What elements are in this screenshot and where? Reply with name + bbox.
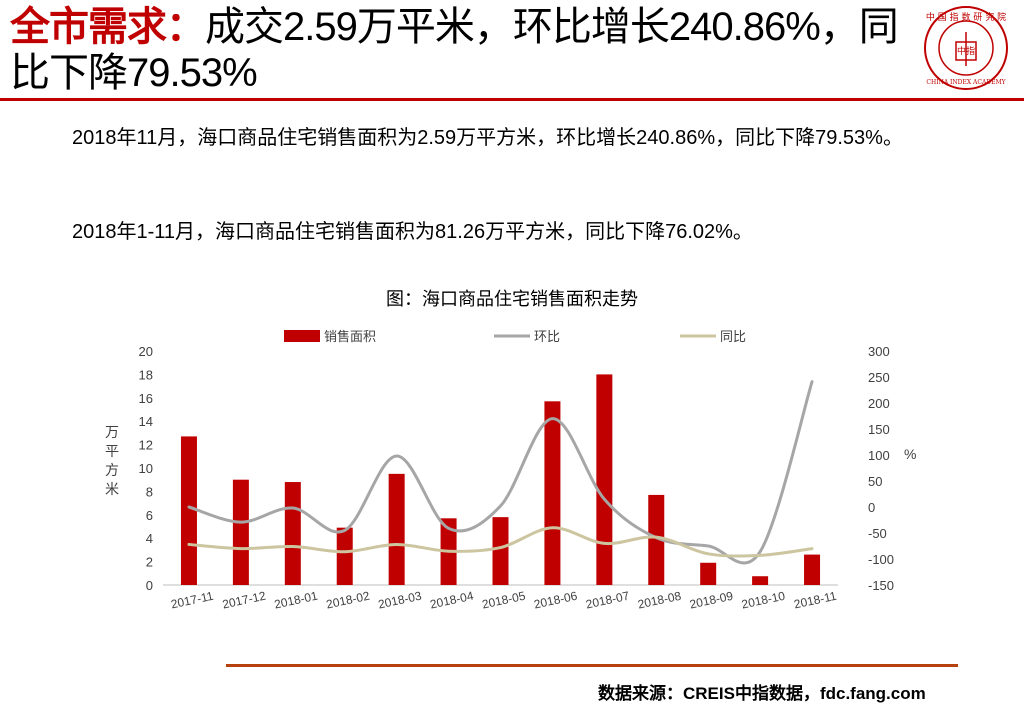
right-axis-tick-label: 100 — [868, 448, 890, 463]
legend-sales-area-label: 销售面积 — [324, 329, 376, 344]
china-index-academy-logo: 中 国 指 数 研 究 院 CHINA INDEX ACADEMY 中指 — [924, 6, 1008, 90]
right-axis-tick-label: 50 — [868, 474, 882, 489]
bar-sales-area — [596, 374, 613, 585]
line-yoy-change — [187, 526, 814, 558]
page-title: 全市需求：成交2.59万平米，环比增长240.86%，同比下降79.53% — [10, 4, 910, 96]
bar-sales-area — [804, 554, 821, 585]
right-axis-tick-label: -50 — [868, 526, 887, 541]
x-axis-tick-label: 2018-02 — [325, 589, 371, 612]
right-axis-tick-label: -150 — [868, 578, 894, 593]
left-axis-label-char: 方 — [105, 462, 119, 478]
right-axis-label: % — [904, 446, 916, 462]
left-axis-tick-label: 18 — [139, 367, 153, 382]
x-axis-tick-label: 2018-03 — [377, 589, 423, 612]
x-axis-tick-label: 2017-11 — [170, 589, 215, 612]
right-axis-tick-label: 300 — [868, 344, 890, 359]
left-axis-label-char: 米 — [105, 481, 119, 497]
title-divider — [0, 98, 1024, 101]
bar-sales-area — [336, 527, 353, 585]
paragraph-ytd: 2018年1-11月，海口商品住宅销售面积为81.26万平方米，同比下降76.0… — [72, 221, 753, 243]
bar-sales-area — [492, 517, 509, 585]
x-axis-tick-label: 2018-07 — [585, 589, 631, 612]
left-axis-tick-label: 8 — [146, 484, 153, 499]
right-axis-tick-label: 150 — [868, 422, 890, 437]
x-axis-tick-label: 2018-09 — [688, 589, 734, 612]
right-axis-tick-label: 0 — [868, 500, 875, 515]
right-axis-tick-label: -100 — [868, 552, 894, 567]
left-axis-tick-label: 6 — [146, 508, 153, 523]
left-axis-tick-label: 10 — [139, 461, 153, 476]
x-axis-tick-label: 2018-04 — [429, 589, 475, 612]
bar-sales-area — [700, 562, 717, 585]
bar-sales-area — [388, 473, 405, 585]
footer-divider — [226, 664, 958, 667]
right-axis-tick-label: 250 — [868, 370, 890, 385]
right-axis-tick-label: 200 — [868, 396, 890, 411]
left-axis-label-char: 万 — [105, 424, 119, 440]
bar-sales-area — [232, 479, 249, 585]
bar-sales-area — [284, 482, 301, 585]
chart-title: 图：海口商品住宅销售面积走势 — [386, 289, 638, 309]
title-keyword: 全市需求： — [10, 5, 206, 49]
bar-sales-area — [180, 436, 197, 585]
data-source: 数据来源：CREIS中指数据，fdc.fang.com — [598, 684, 926, 703]
title-text: 成交2.59万平米，环比增长240.86%，同比下降79.53% — [10, 5, 899, 95]
x-axis-tick-label: 2017-12 — [221, 589, 267, 612]
x-axis-tick-label: 2018-05 — [481, 589, 527, 612]
x-axis-tick-label: 2018-01 — [273, 589, 319, 612]
line-mom-change — [187, 380, 814, 565]
left-axis-tick-label: 14 — [139, 414, 153, 429]
left-axis-tick-label: 16 — [139, 391, 153, 406]
bar-sales-area — [544, 401, 561, 585]
x-axis-tick-label: 2018-11 — [793, 589, 838, 612]
legend-mom-label: 环比 — [534, 329, 560, 344]
bar-sales-area — [648, 494, 665, 585]
left-axis-tick-label: 2 — [146, 555, 153, 570]
logo-ring-bottom: CHINA INDEX ACADEMY — [926, 79, 1006, 86]
logo-center-text: 中指 — [957, 45, 975, 57]
left-axis-label-char: 平 — [105, 443, 119, 459]
paragraph-monthly: 2018年11月，海口商品住宅销售面积为2.59万平方米，环比增长240.86%… — [72, 127, 903, 149]
bar-sales-area — [752, 576, 769, 585]
legend-yoy-label: 同比 — [720, 329, 746, 344]
left-axis-tick-label: 4 — [146, 531, 153, 546]
logo-ring-top: 中 国 指 数 研 究 院 — [926, 11, 1006, 23]
left-axis-tick-label: 20 — [139, 344, 153, 359]
x-axis-tick-label: 2018-10 — [740, 589, 786, 612]
left-axis-tick-label: 12 — [139, 438, 153, 453]
legend-sales-area-swatch — [284, 330, 320, 342]
left-axis-tick-label: 0 — [146, 578, 153, 593]
x-axis-tick-label: 2018-06 — [533, 589, 579, 612]
x-axis-tick-label: 2018-08 — [636, 589, 682, 612]
